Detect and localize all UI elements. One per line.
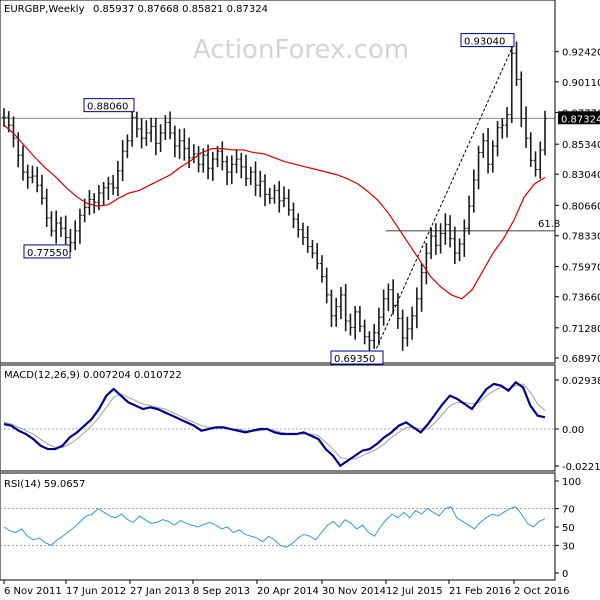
macd-signal-line <box>3 383 546 460</box>
price-tick-label: 0.85340 <box>562 140 600 151</box>
x-tick-label: 6 Nov 2011 <box>4 586 62 597</box>
rsi-tick-label: 100 <box>562 477 581 488</box>
current-price-label: 0.87324 <box>561 114 600 125</box>
rsi-panel-title: RSI(14) 59.0657 <box>4 479 85 490</box>
rsi-tick-label: 30 <box>562 541 575 552</box>
price-tick-label: 0.78330 <box>562 232 600 243</box>
macd-layer <box>0 380 555 468</box>
watermark: ActionForex.com <box>193 35 409 65</box>
rsi-tick-label: 0 <box>562 569 568 580</box>
rsi-tick-label: 70 <box>562 505 575 516</box>
axis-layer: 0.924200.901100.877700.853400.830400.806… <box>3 48 600 597</box>
x-tick-label: 27 Jan 2013 <box>130 586 190 597</box>
macd-tick-label: 0.029387 <box>562 376 600 387</box>
annotation-label: 0.93040 <box>464 37 505 48</box>
annotation-box <box>83 98 135 113</box>
macd-panel-frame <box>0 364 556 472</box>
macd-tick-label: 0.00 <box>562 425 584 436</box>
price-tick-label: 0.73660 <box>562 293 600 304</box>
macd-tick-label: -0.022161 <box>562 462 600 473</box>
x-tick-label: 12 Jul 2015 <box>386 586 443 597</box>
annotation-box <box>23 244 71 259</box>
annotation-box <box>330 350 384 365</box>
trendline <box>373 43 515 354</box>
annotation-box <box>460 33 515 48</box>
current-price-box <box>558 111 600 125</box>
price-tick-label: 0.80660 <box>562 201 600 212</box>
macd-line <box>3 380 546 468</box>
price-tick-label: 0.75970 <box>562 263 600 274</box>
rsi-line <box>3 506 546 548</box>
price-tick-label: 0.68970 <box>562 354 600 365</box>
annotation-label: 0.69350 <box>334 354 375 365</box>
price-panel-title: EURGBP,Weekly <box>4 4 85 15</box>
ohlc-readout: 0.85937 0.87668 0.85821 0.87324 <box>93 4 268 15</box>
annotation-label: 0.77550 <box>27 248 68 259</box>
macd-panel-title: MACD(12,26,9) 0.007204 0.010722 <box>4 370 182 381</box>
x-tick-label: 2 Oct 2016 <box>514 586 569 597</box>
price-tick-label: 0.92420 <box>562 48 600 59</box>
price-panel-frame <box>0 0 556 364</box>
x-tick-label: 30 Nov 2014 <box>322 586 386 597</box>
price-layer: 61.8 0.88060 0.77550 0.69350 0.93040 <box>0 33 560 365</box>
fib-618-label: 61.8 <box>538 219 560 230</box>
price-tick-label: 0.83040 <box>562 170 600 181</box>
x-tick-label: 21 Feb 2016 <box>449 586 511 597</box>
annotation-label: 0.88060 <box>87 102 128 113</box>
rsi-tick-label: 50 <box>562 523 575 534</box>
x-tick-label: 17 Jun 2012 <box>66 586 126 597</box>
price-tick-label: 0.90110 <box>562 78 600 89</box>
rsi-layer <box>0 506 555 548</box>
moving-average-line <box>3 124 546 300</box>
price-tick-label: 0.71280 <box>562 324 600 335</box>
x-tick-label: 8 Sep 2013 <box>193 586 250 597</box>
x-tick-label: 20 Apr 2014 <box>257 586 319 597</box>
